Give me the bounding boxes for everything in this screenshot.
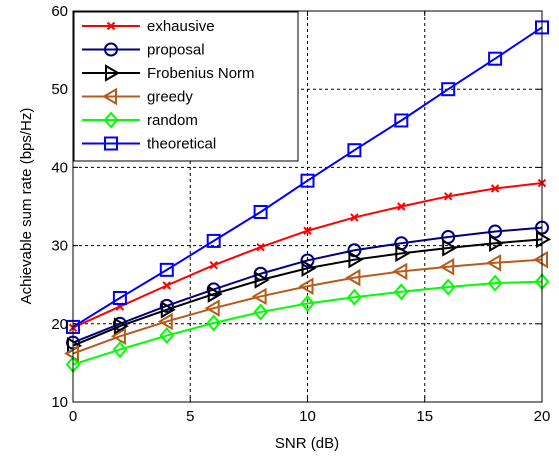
x-tick-label-5: 5 <box>186 408 194 425</box>
series-line-theoretical <box>72 26 543 328</box>
legend-label-proposal: proposal <box>147 42 205 59</box>
x-axis-label: SNR (dB) <box>275 435 339 452</box>
data-point-frobenius-norm-9 <box>489 234 505 252</box>
series-line-random <box>72 280 543 366</box>
data-point-frobenius-norm-10 <box>536 230 551 249</box>
data-point-exhausive-4 <box>256 242 265 252</box>
data-point-theoretical-5 <box>300 173 315 188</box>
data-point-exhausive-3 <box>209 260 218 270</box>
series-line-proposal <box>72 226 543 344</box>
data-point-random-9 <box>487 274 503 292</box>
data-point-random-5 <box>300 294 315 313</box>
data-point-greedy-10 <box>533 250 548 269</box>
legend-label-theoretical: theoretical <box>147 136 216 153</box>
legend-marker-greedy <box>102 87 117 106</box>
data-point-theoretical-3 <box>206 233 221 248</box>
y-tick-label-60: 60 <box>51 3 68 20</box>
x-tick-label-20: 20 <box>534 408 551 425</box>
legend-entry-frobenius-norm: Frobenius Norm <box>82 64 255 82</box>
data-point-random-4 <box>253 303 268 321</box>
legend: exhausive proposal Frobenius Norm greedy ran… <box>73 11 299 162</box>
y-tick-label-30: 30 <box>51 238 68 255</box>
data-point-random-3 <box>206 314 222 332</box>
legend-entry-greedy: greedy <box>82 87 193 106</box>
y-tick-label-50: 50 <box>51 81 68 98</box>
legend-marker-theoretical <box>104 136 118 151</box>
data-point-frobenius-norm-8 <box>442 239 458 257</box>
data-point-greedy-0 <box>64 344 79 363</box>
legend-marker-proposal <box>104 42 118 57</box>
legend-label-greedy: greedy <box>147 89 193 106</box>
series-greedy <box>64 250 548 363</box>
legend-label-exhausive: exhausive <box>147 18 215 35</box>
legend-entry-random: random <box>82 111 198 129</box>
y-tick-label-10: 10 <box>51 394 68 411</box>
legend-label-random: random <box>147 112 198 129</box>
data-point-exhausive-8 <box>443 192 453 201</box>
data-point-proposal-9 <box>488 224 503 239</box>
y-tick-label-40: 40 <box>51 159 68 176</box>
data-point-frobenius-norm-4 <box>254 271 270 289</box>
data-point-random-8 <box>440 278 456 296</box>
series-frobenius-norm <box>67 230 551 355</box>
legend-marker-exhausive <box>106 21 116 31</box>
data-point-theoretical-7 <box>394 113 409 128</box>
data-point-frobenius-norm-1 <box>113 317 129 335</box>
data-point-theoretical-4 <box>253 204 268 219</box>
data-point-random-2 <box>159 326 175 345</box>
data-point-greedy-7 <box>392 262 408 281</box>
legend-marker-random <box>103 111 119 129</box>
data-point-exhausive-9 <box>490 184 500 193</box>
data-point-greedy-9 <box>486 254 502 272</box>
x-tick-label-15: 15 <box>416 408 433 425</box>
y-axis-label: Achievable sum rate (bps/Hz) <box>18 108 35 305</box>
legend-entry-theoretical: theoretical <box>82 136 216 153</box>
grid-lines <box>73 11 542 402</box>
data-point-theoretical-9 <box>488 51 503 66</box>
y-tick-label-20: 20 <box>51 316 68 333</box>
series-line-greedy <box>72 258 543 355</box>
data-point-frobenius-norm-7 <box>395 244 411 263</box>
data-point-frobenius-norm-2 <box>160 300 176 319</box>
data-point-theoretical-2 <box>159 262 174 277</box>
data-point-theoretical-1 <box>112 290 127 305</box>
data-point-greedy-5 <box>298 277 314 296</box>
data-point-random-1 <box>112 341 128 359</box>
data-point-greedy-1 <box>110 327 126 346</box>
legend-marker-frobenius-norm <box>105 64 120 82</box>
legend-entry-exhausive: exhausive <box>82 18 215 35</box>
legend-label-frobenius-norm: Frobenius Norm <box>147 65 255 82</box>
data-point-frobenius-norm-6 <box>348 250 364 269</box>
series-line-frobenius-norm <box>72 238 543 347</box>
data-point-greedy-4 <box>251 287 267 306</box>
data-point-frobenius-norm-3 <box>207 285 223 303</box>
series-random <box>65 273 550 374</box>
data-point-random-7 <box>393 283 409 301</box>
legend-entry-proposal: proposal <box>82 42 205 59</box>
data-point-theoretical-6 <box>347 143 362 158</box>
data-point-exhausive-2 <box>162 281 172 290</box>
x-tick-label-10: 10 <box>299 408 316 425</box>
data-point-exhausive-6 <box>350 213 359 222</box>
data-point-greedy-2 <box>157 312 173 331</box>
series-group <box>64 20 551 374</box>
data-point-greedy-8 <box>439 257 455 276</box>
data-point-exhausive-7 <box>397 202 406 211</box>
data-point-greedy-3 <box>204 299 220 317</box>
data-point-greedy-6 <box>345 268 361 287</box>
data-point-exhausive-5 <box>303 226 312 235</box>
data-point-theoretical-8 <box>441 82 456 97</box>
axis-ticks: 0 5 10 15 20 10 20 30 40 50 60 <box>51 3 550 425</box>
legend-box <box>73 11 299 162</box>
data-point-frobenius-norm-5 <box>301 259 317 278</box>
x-tick-label-0: 0 <box>69 408 77 425</box>
data-point-random-6 <box>347 288 362 306</box>
